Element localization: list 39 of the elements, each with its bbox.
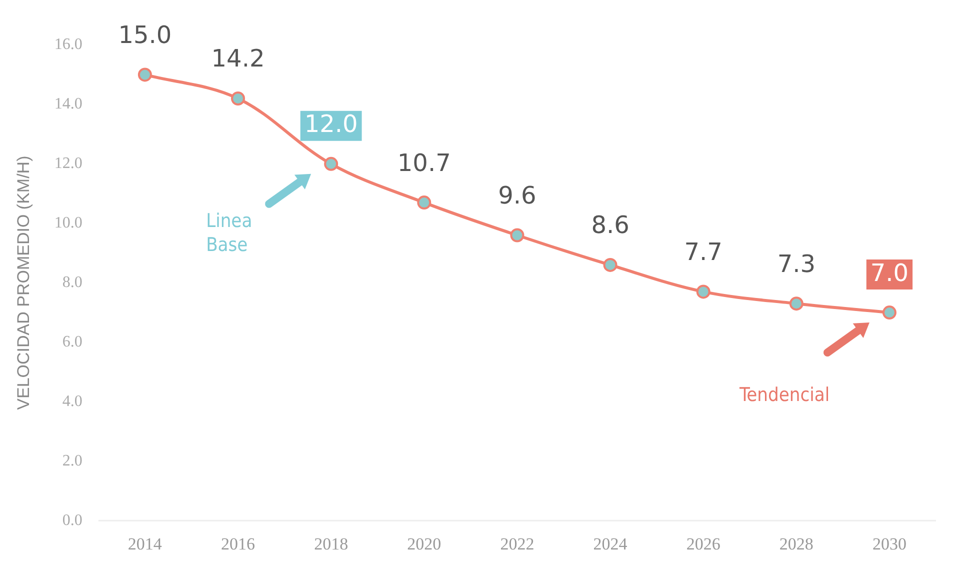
text: 7.7 bbox=[684, 238, 722, 266]
text: 15.0 bbox=[118, 20, 172, 49]
y-axis-title: VELOCIDAD PROMEDIO (KM/H) bbox=[14, 156, 33, 410]
x-tick-label: 2026 bbox=[686, 534, 720, 554]
point bbox=[417, 196, 432, 210]
y-tick-label: 4.0 bbox=[62, 392, 82, 410]
x-tick-label: 2016 bbox=[221, 534, 255, 554]
text: 12.0 bbox=[304, 110, 358, 138]
x-tick-label: 2020 bbox=[407, 534, 442, 554]
annotation: Linea Base bbox=[206, 208, 254, 257]
y-tick-label: 12.0 bbox=[54, 155, 82, 172]
text: 9.6 bbox=[498, 181, 536, 210]
y-tick-label: 8.0 bbox=[62, 274, 82, 292]
y-tick-label: 6.0 bbox=[62, 333, 82, 350]
x-tick-label: 2022 bbox=[500, 534, 534, 554]
x-tick-label: 2030 bbox=[872, 534, 906, 554]
x-tick-label: 2028 bbox=[779, 534, 814, 554]
y-tick-label: 16.0 bbox=[54, 36, 82, 54]
x-tick-label: 2018 bbox=[314, 534, 348, 554]
point bbox=[324, 156, 338, 171]
text: 7.0 bbox=[870, 258, 909, 287]
text: 14.2 bbox=[211, 44, 265, 73]
point bbox=[696, 284, 710, 299]
point bbox=[138, 68, 152, 82]
y-tick-label: 14.0 bbox=[54, 96, 82, 113]
annotation: Tendencial bbox=[739, 382, 830, 407]
x-tick-label: 2014 bbox=[128, 534, 162, 554]
x-tick-label: 2024 bbox=[593, 534, 628, 554]
point bbox=[789, 296, 804, 311]
point bbox=[510, 228, 524, 242]
point bbox=[603, 258, 618, 272]
y-tick-label: 0.0 bbox=[62, 512, 82, 529]
y-tick-label: 2.0 bbox=[62, 452, 82, 470]
text: 8.6 bbox=[591, 211, 630, 240]
point bbox=[231, 92, 245, 106]
text: 10.7 bbox=[397, 148, 451, 177]
point bbox=[882, 306, 896, 320]
y-tick-label: 10.0 bbox=[54, 214, 82, 232]
text: 7.3 bbox=[777, 250, 816, 278]
